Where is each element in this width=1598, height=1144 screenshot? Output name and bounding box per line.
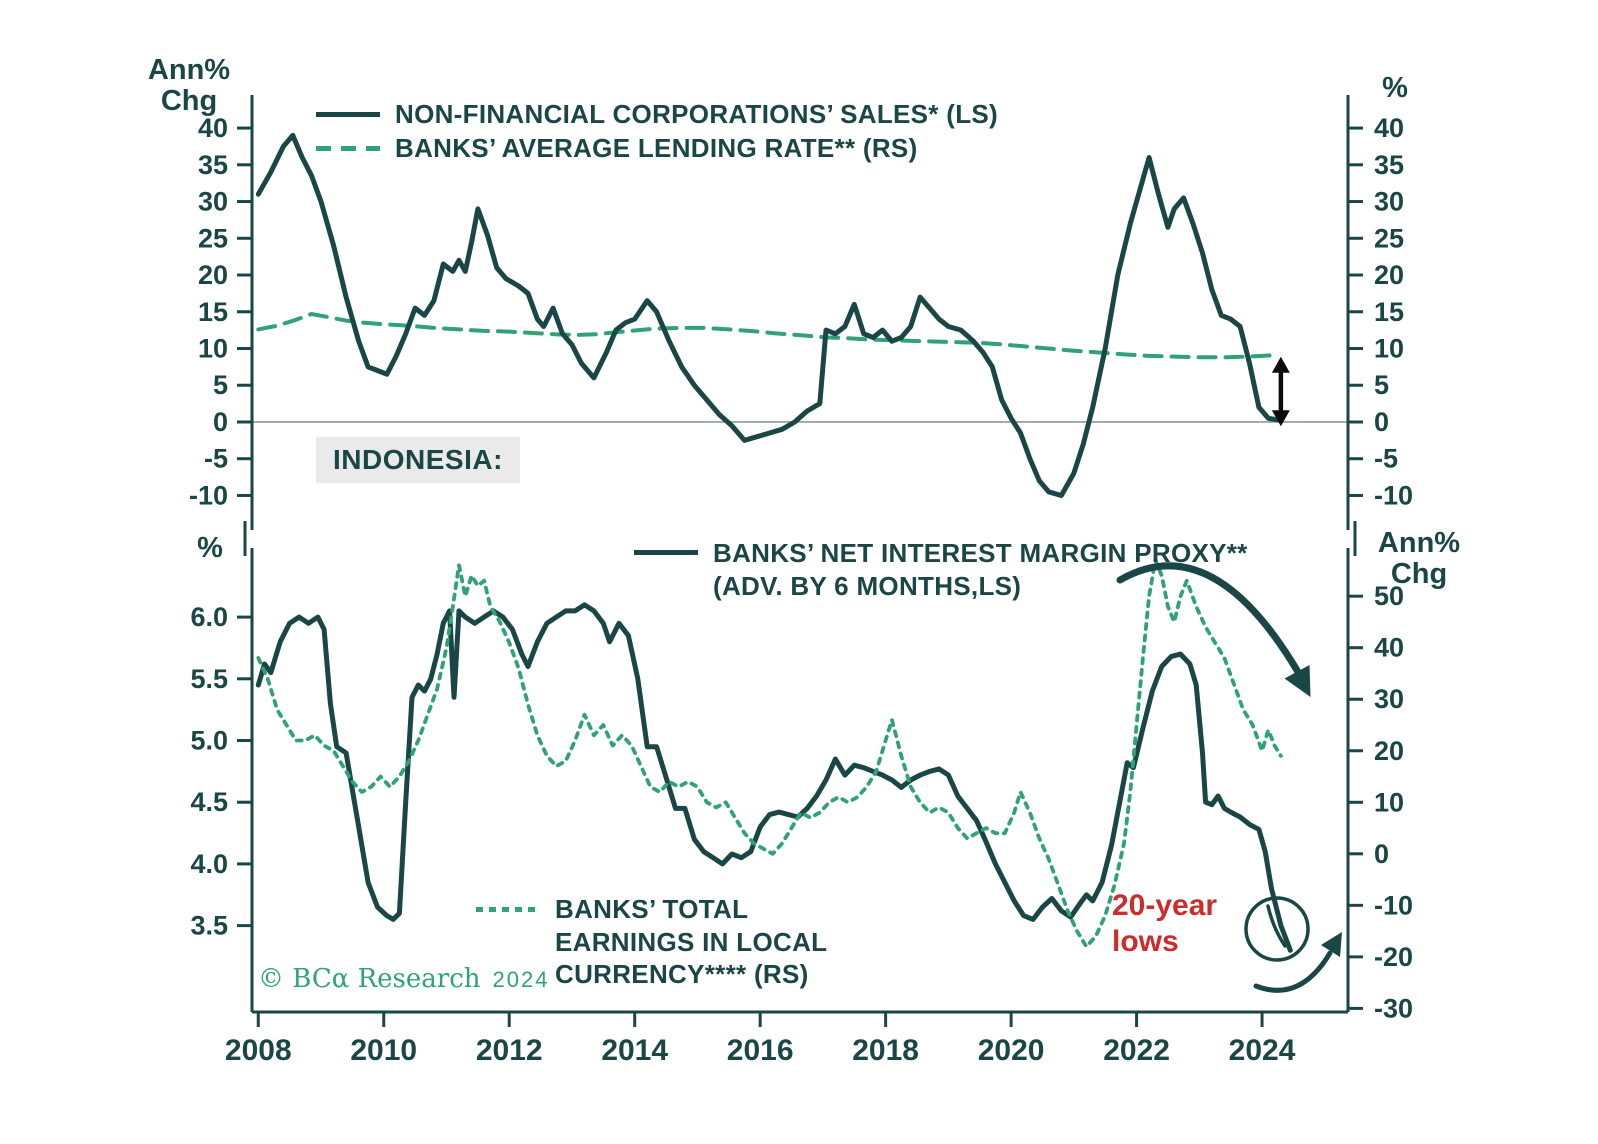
bca-logo-text: © BCα Research — [258, 964, 481, 994]
left-tick-label: 20 — [198, 260, 228, 290]
axis-unit-text: Ann% — [1377, 527, 1461, 559]
legend-label: BANKS’ TOTAL — [555, 894, 749, 924]
legend-top: NON-FINANCIAL CORPORATIONS’ SALES* (LS) … — [316, 97, 998, 165]
legend-label: NON-FINANCIAL CORPORATIONS’ SALES* (LS) — [395, 98, 998, 129]
right-tick-label: 10 — [1374, 334, 1404, 364]
right-tick-label: 5 — [1374, 370, 1389, 400]
legend-label: EARNINGS IN LOCAL — [555, 926, 828, 957]
right-tick-label: 30 — [1374, 187, 1404, 217]
right-tick-label: -30 — [1374, 993, 1413, 1023]
arrow-down-icon — [1271, 410, 1290, 427]
rebound-curved-arrow — [1253, 950, 1333, 993]
legend-item-sales: NON-FINANCIAL CORPORATIONS’ SALES* (LS) — [316, 97, 998, 131]
left-tick-label: 4.0 — [190, 849, 228, 879]
decline-arrowhead-icon — [1284, 665, 1311, 697]
lows-text-line: lows — [1112, 925, 1179, 958]
copyright-year: 2024 — [492, 967, 550, 992]
legend-label: BANKS’ AVERAGE LENDING RATE** (RS) — [395, 132, 918, 163]
top-right-axis-unit: % — [1372, 72, 1418, 105]
series-earnings — [256, 558, 1283, 949]
bottom-left-axis-unit: % — [184, 532, 236, 565]
top-left-axis-unit: Ann% Chg — [146, 54, 232, 118]
right-tick-label: 40 — [1374, 113, 1404, 143]
x-tick-label: 2020 — [978, 1034, 1045, 1067]
lows-annotation-text: 20-year lows — [1112, 888, 1217, 960]
right-tick-label: 40 — [1374, 633, 1404, 663]
solid-line-sample — [634, 550, 698, 555]
right-tick-label: 50 — [1374, 581, 1404, 611]
legend-label: BANKS’ NET INTEREST MARGIN PROXY** — [713, 538, 1248, 568]
right-tick-label: 0 — [1374, 839, 1389, 869]
legend-label-block: BANKS’ TOTAL EARNINGS IN LOCAL CURRENCY*… — [555, 893, 827, 991]
left-tick-label: 5.5 — [190, 664, 228, 694]
x-tick-label: 2016 — [727, 1034, 794, 1067]
right-tick-label: 20 — [1374, 260, 1404, 290]
left-tick-label: 30 — [198, 187, 228, 217]
legend-item-lending-rate: BANKS’ AVERAGE LENDING RATE** (RS) — [316, 131, 998, 165]
series-lending-rate — [256, 312, 1277, 360]
right-tick-label: 10 — [1374, 787, 1404, 817]
axis-unit-text: Chg — [160, 85, 218, 118]
left-tick-label: 4.5 — [190, 787, 228, 817]
x-tick-label: 2018 — [852, 1034, 919, 1067]
right-tick-label: 0 — [1374, 407, 1389, 437]
left-tick-label: 40 — [198, 113, 228, 143]
lows-circle-icon — [1244, 896, 1310, 962]
left-tick-label: 5.0 — [190, 726, 228, 756]
right-tick-label: -10 — [1374, 890, 1413, 920]
rebound-arrowhead-icon — [1321, 932, 1342, 957]
legend-earnings: BANKS’ TOTAL EARNINGS IN LOCAL CURRENCY*… — [476, 893, 827, 991]
right-tick-label: -5 — [1374, 444, 1398, 474]
legend-label-block: BANKS’ NET INTEREST MARGIN PROXY** (ADV.… — [713, 537, 1248, 602]
right-tick-label: 35 — [1374, 150, 1404, 180]
legend-label: CURRENCY**** (RS) — [555, 959, 809, 989]
left-tick-label: -5 — [204, 444, 228, 474]
right-tick-label: 25 — [1374, 223, 1404, 253]
axis-unit-text: Chg — [1390, 558, 1448, 591]
left-tick-label: 0 — [213, 407, 228, 437]
legend-nim: BANKS’ NET INTEREST MARGIN PROXY** (ADV.… — [634, 537, 1248, 602]
x-tick-label: 2024 — [1229, 1034, 1296, 1067]
solid-line-sample — [316, 111, 380, 117]
legend-label: (ADV. BY 6 MONTHS,LS) — [713, 570, 1022, 601]
region-label: INDONESIA: — [316, 437, 520, 483]
right-tick-label: 30 — [1374, 684, 1404, 714]
axis-unit-text: Ann% — [147, 54, 231, 86]
lows-needle-icon — [1266, 904, 1287, 948]
right-tick-label: 20 — [1374, 736, 1404, 766]
dotted-line-sample — [476, 907, 540, 912]
left-tick-label: 3.5 — [190, 911, 228, 941]
axis-unit-text: % — [1382, 72, 1408, 104]
right-tick-label: -10 — [1374, 480, 1413, 510]
bottom-right-axis-unit: Ann% Chg — [1370, 527, 1468, 591]
arrow-up-icon — [1271, 356, 1290, 373]
copyright: © BCα Research 2024 — [258, 964, 549, 994]
right-tick-label: 15 — [1374, 297, 1404, 327]
x-tick-label: 2012 — [476, 1034, 543, 1067]
right-tick-label: -20 — [1374, 942, 1413, 972]
left-tick-label: -10 — [189, 480, 228, 510]
left-tick-label: 10 — [198, 334, 228, 364]
left-tick-label: 25 — [198, 223, 228, 253]
dashed-line-sample — [316, 145, 380, 151]
series-sales — [255, 132, 1281, 498]
axis-unit-text: % — [197, 532, 223, 564]
left-tick-label: 5 — [213, 370, 228, 400]
left-tick-label: 6.0 — [190, 602, 228, 632]
lows-text-line: 20-year — [1112, 889, 1218, 922]
decline-curved-arrow — [1116, 562, 1302, 676]
x-tick-label: 2008 — [225, 1034, 292, 1067]
x-tick-label: 2022 — [1103, 1034, 1170, 1067]
left-tick-label: 15 — [198, 297, 228, 327]
x-tick-label: 2010 — [350, 1034, 417, 1067]
x-tick-label: 2014 — [601, 1034, 668, 1067]
left-tick-label: 35 — [198, 150, 228, 180]
